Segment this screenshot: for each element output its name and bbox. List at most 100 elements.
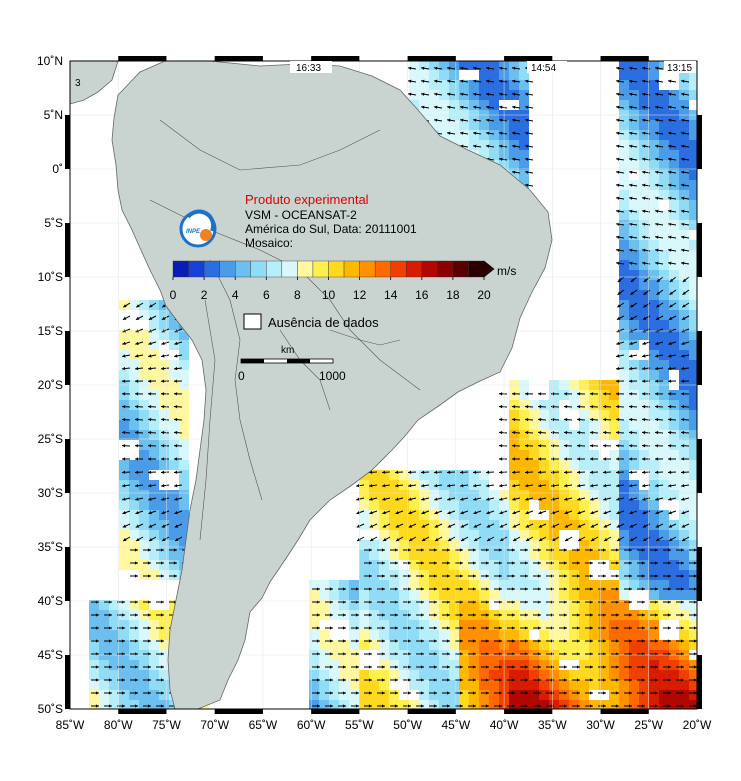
wind-arrow-head [525, 511, 529, 515]
wind-cell [439, 510, 449, 520]
wind-cell [689, 540, 697, 550]
wind-cell [649, 440, 659, 450]
wind-cell [119, 300, 129, 310]
wind-cell [689, 350, 697, 360]
wind-cell [129, 340, 139, 350]
wind-arrow-head [680, 678, 684, 682]
wind-cell [629, 150, 639, 160]
wind-arrow-head [668, 392, 672, 396]
wind-cell [659, 140, 669, 150]
wind-arrow-head [446, 639, 450, 643]
wind-arrow-head [161, 511, 165, 515]
wind-cell [369, 690, 379, 700]
wind-arrow-head [563, 561, 567, 565]
no-data-swatch [243, 313, 262, 330]
wind-cell [559, 520, 569, 530]
wind-arrow-head [122, 497, 126, 501]
wind-arrow-head [370, 537, 374, 541]
wind-arrow-head [356, 497, 360, 501]
wind-arrow-head [499, 131, 503, 135]
wind-cell [689, 400, 697, 410]
wind-cell [609, 660, 619, 670]
wind-cell [679, 230, 689, 240]
wind-cell [689, 550, 697, 560]
wind-cell [459, 590, 469, 600]
wind-arrow-head [681, 222, 685, 226]
wind-cell [169, 330, 179, 340]
wind-arrow-head [433, 665, 437, 669]
wind-cell [459, 510, 469, 520]
wind-cell [319, 630, 329, 640]
wind-cell [619, 430, 629, 440]
wind-arrow-head [602, 561, 606, 565]
wind-cell [669, 680, 679, 690]
wind-arrow-head [174, 470, 178, 474]
wind-cell [669, 700, 679, 709]
wind-cell [669, 610, 679, 620]
wind-cell [349, 690, 359, 700]
wind-arrow-head [500, 537, 504, 541]
wind-arrow-head [576, 548, 580, 552]
wind-cell [469, 130, 479, 140]
lon-tick-label: 80˚W [104, 718, 133, 732]
wind-arrow-head [485, 613, 489, 617]
wind-cell [469, 680, 479, 690]
wind-cell [599, 590, 609, 600]
wind-cell [649, 290, 659, 300]
wind-cell [379, 600, 389, 610]
wind-arrow-head [603, 511, 607, 515]
wind-arrow-head [589, 639, 593, 643]
wind-arrow-head [642, 92, 646, 96]
wind-arrow-head [524, 626, 528, 630]
wind-cell [659, 420, 669, 430]
wind-cell [629, 330, 639, 340]
wind-arrow-head [122, 366, 126, 371]
wind-arrow-head [433, 639, 437, 643]
wind-cell [309, 700, 319, 709]
wind-cell [309, 600, 319, 610]
wind-arrow-head [407, 561, 411, 565]
colorbar-cell [390, 260, 407, 278]
wind-arrow-head [135, 379, 139, 383]
wind-cell [469, 560, 479, 570]
wind-cell [509, 430, 519, 440]
wind-arrow-head [668, 484, 672, 488]
wind-cell [129, 490, 139, 500]
logo-dot-icon [200, 229, 212, 241]
wind-arrow-head [693, 704, 697, 708]
wind-cell [679, 560, 689, 570]
wind-arrow-head [654, 704, 658, 708]
wind-cell [539, 420, 549, 430]
wind-arrow-head [381, 639, 385, 643]
colorbar-cell [343, 260, 360, 278]
wind-cell [559, 450, 569, 460]
frame-tick-bottom [407, 709, 456, 714]
wind-arrow-head [641, 574, 645, 578]
wind-arrow-head [615, 587, 619, 591]
wind-arrow-head [576, 639, 580, 643]
wind-arrow-head [459, 665, 463, 669]
wind-arrow-head [342, 639, 346, 643]
wind-cell [139, 660, 149, 670]
wind-cell [369, 700, 379, 709]
wind-cell [619, 360, 629, 370]
wind-cell [669, 210, 679, 220]
wind-arrow-head [654, 561, 658, 565]
wind-arrow-head [161, 484, 165, 488]
wind-arrow-head [603, 444, 607, 448]
wind-cell [639, 230, 649, 240]
wind-cell [649, 480, 659, 490]
wind-arrow-head [668, 470, 672, 474]
wind-cell [569, 630, 579, 640]
wind-cell [99, 700, 109, 709]
wind-arrow-head [148, 524, 153, 528]
wind-arrow-head [473, 79, 477, 83]
wind-arrow-head [433, 548, 437, 552]
wind-arrow-head [147, 678, 151, 682]
wind-arrow-head [602, 691, 606, 695]
wind-cell [659, 670, 669, 680]
lon-tick-label: 35˚W [538, 718, 567, 732]
wind-arrow-head [355, 587, 359, 591]
wind-arrow-head [551, 404, 555, 409]
wind-cell [629, 360, 639, 370]
